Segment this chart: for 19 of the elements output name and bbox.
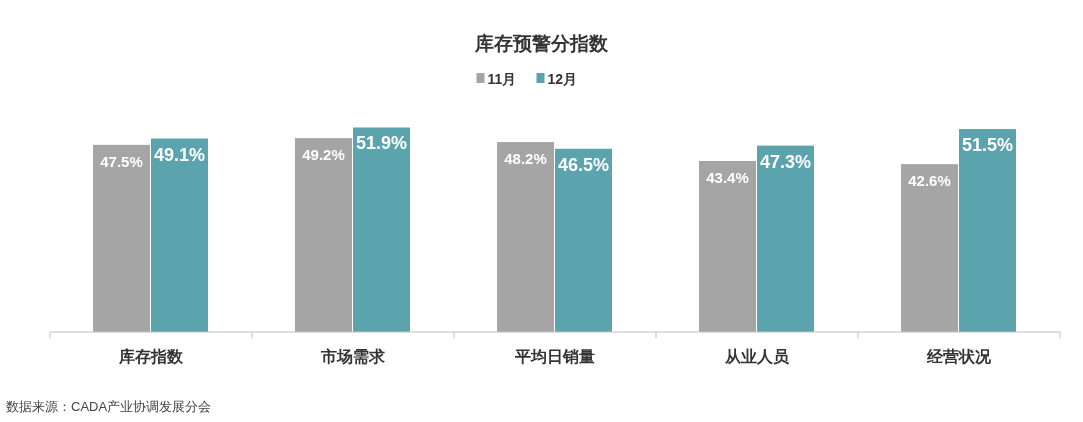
x-tick-label: 从业人员 (724, 348, 790, 365)
x-tick-label: 经营状况 (926, 348, 992, 365)
data-label: 49.1% (153, 144, 206, 165)
data-label: 51.9% (355, 133, 408, 154)
data-label: 47.5% (100, 152, 143, 170)
data-label: 42.6% (908, 172, 951, 190)
chart-title: 库存预警分指数 (474, 33, 609, 54)
legend-label: 12月 (547, 71, 578, 87)
source-note: 数据来源：CADA产业协调发展分会 (6, 399, 212, 414)
x-tick-label: 市场需求 (320, 348, 386, 365)
data-label: 49.2% (302, 146, 345, 164)
data-label: 51.5% (961, 135, 1014, 156)
x-tick-label: 库存指数 (118, 348, 184, 365)
data-label: 43.4% (706, 168, 749, 186)
x-tick-label: 平均日销量 (514, 348, 595, 365)
legend-label: 11月 (487, 71, 517, 87)
data-label: 48.2% (504, 150, 547, 168)
data-label: 47.3% (759, 151, 812, 172)
data-label: 46.5% (557, 154, 610, 175)
